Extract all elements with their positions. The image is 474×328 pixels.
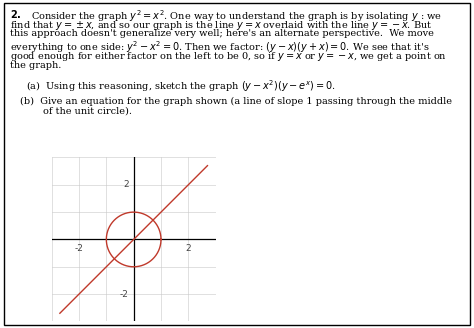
Text: (b)  Give an equation for the graph shown (a line of slope 1 passing through the: (b) Give an equation for the graph shown…: [20, 96, 452, 106]
Text: $\mathbf{2.}$: $\mathbf{2.}$: [10, 8, 22, 20]
Text: 2: 2: [185, 244, 191, 253]
Text: find that $y = \pm x$, and so our graph is the line $y = x$ overlaid with the li: find that $y = \pm x$, and so our graph …: [10, 19, 433, 32]
Text: (a)  Using this reasoning, sketch the graph $(y - x^2)(y - e^x) = 0$.: (a) Using this reasoning, sketch the gra…: [26, 78, 336, 93]
Text: this approach doesn't generalize very well; here's an alternate perspective.  We: this approach doesn't generalize very we…: [10, 29, 434, 38]
Text: 2: 2: [123, 180, 129, 189]
Text: Consider the graph $y^2 = x^2$. One way to understand the graph is by isolating : Consider the graph $y^2 = x^2$. One way …: [31, 8, 442, 24]
Text: of the unit circle).: of the unit circle).: [43, 107, 132, 116]
Text: -2: -2: [120, 290, 129, 298]
Text: everything to one side: $y^2 - x^2 = 0$. Then we factor: $(y - x)(y + x) = 0$. W: everything to one side: $y^2 - x^2 = 0$.…: [10, 40, 430, 55]
Text: good enough for either factor on the left to be 0, so if $y = x$ or $y = -x$, we: good enough for either factor on the lef…: [10, 50, 447, 63]
Text: -2: -2: [74, 244, 83, 253]
Text: the graph.: the graph.: [10, 61, 62, 70]
